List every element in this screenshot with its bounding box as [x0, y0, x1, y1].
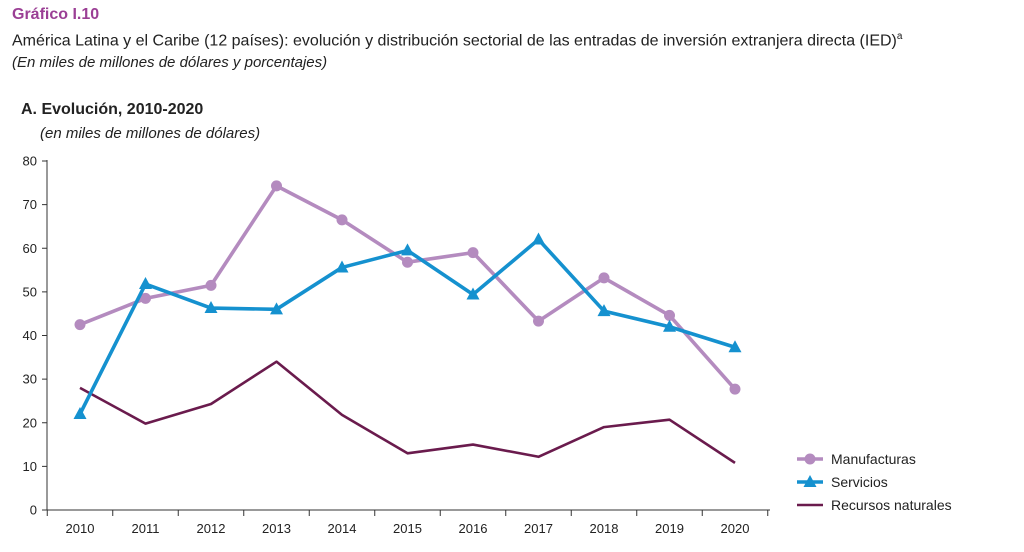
y-tick-label: 40 — [23, 328, 37, 343]
data-point — [597, 304, 611, 317]
chart-legend: Manufacturas Servicios Recursos naturales — [797, 451, 952, 513]
data-point — [598, 272, 610, 284]
chart-units: (En miles de millones de dólares y porce… — [12, 54, 328, 71]
x-tick-label: 2010 — [66, 521, 95, 536]
x-tick-label: 2016 — [459, 521, 488, 536]
x-tick-label: 2019 — [655, 521, 684, 536]
data-point — [467, 247, 479, 259]
data-point — [402, 256, 413, 268]
legend-item: Recursos naturales — [797, 497, 952, 513]
data-point — [139, 277, 152, 290]
data-point — [532, 232, 545, 245]
legend-label: Manufacturas — [831, 451, 916, 467]
legend-item: Servicios — [797, 474, 888, 490]
chart-subtitle: América Latina y el Caribe (12 países): … — [12, 31, 902, 50]
footnote-marker: a — [896, 31, 903, 42]
x-tick-label: 2018 — [590, 521, 619, 536]
series-line — [79, 184, 737, 391]
series-recursos-naturales — [79, 360, 736, 464]
chart-figure-label: Gráfico I.10 — [12, 6, 100, 23]
data-point — [74, 319, 86, 331]
data-point — [663, 319, 676, 332]
x-tick-label: 2011 — [132, 521, 160, 536]
data-point — [401, 243, 414, 256]
series-servicios — [73, 232, 742, 420]
data-point — [73, 407, 87, 420]
y-tick-label: 70 — [23, 197, 37, 212]
legend-label: Recursos naturales — [831, 497, 952, 513]
x-tick-label: 2014 — [328, 521, 357, 536]
y-tick-label: 10 — [23, 459, 37, 474]
x-tick-label: 2015 — [393, 521, 422, 536]
data-point — [533, 315, 544, 327]
data-point — [271, 180, 282, 192]
y-tick-label: 20 — [23, 415, 37, 430]
x-tick-label: 2013 — [262, 521, 291, 536]
data-point — [140, 292, 151, 304]
data-point — [335, 260, 349, 273]
legend-label: Servicios — [831, 474, 888, 490]
data-point — [270, 302, 283, 315]
y-tick-label: 80 — [23, 154, 37, 169]
panel-units: (en miles de millones de dólares) — [40, 125, 261, 142]
chart-axes: 0 10 20 30 40 50 60 70 80 2010 2011 2012 2013 2014 201… — [23, 154, 770, 536]
legend-item: Manufacturas — [797, 451, 916, 467]
x-tick-label: 2017 — [524, 521, 553, 536]
legend-marker — [804, 453, 816, 465]
legend-marker — [803, 475, 817, 487]
y-tick-label: 60 — [23, 241, 37, 256]
data-point — [336, 214, 348, 226]
x-tick-label: 2020 — [721, 521, 750, 536]
chart-series — [73, 180, 742, 464]
y-tick-label: 0 — [30, 503, 37, 518]
series-manufacturas — [74, 180, 741, 395]
panel-title: A. Evolución, 2010-2020 — [21, 101, 204, 118]
y-tick-label: 30 — [23, 372, 37, 387]
data-point — [205, 279, 217, 291]
x-tick-label: 2012 — [197, 521, 226, 536]
data-point — [729, 383, 741, 395]
data-point — [664, 309, 675, 321]
chart-subtitle-text: América Latina y el Caribe (12 países): … — [12, 32, 897, 50]
data-point — [204, 301, 218, 314]
y-tick-label: 50 — [23, 284, 37, 299]
data-point — [466, 287, 480, 300]
data-point — [728, 340, 742, 353]
series-line — [79, 360, 736, 464]
